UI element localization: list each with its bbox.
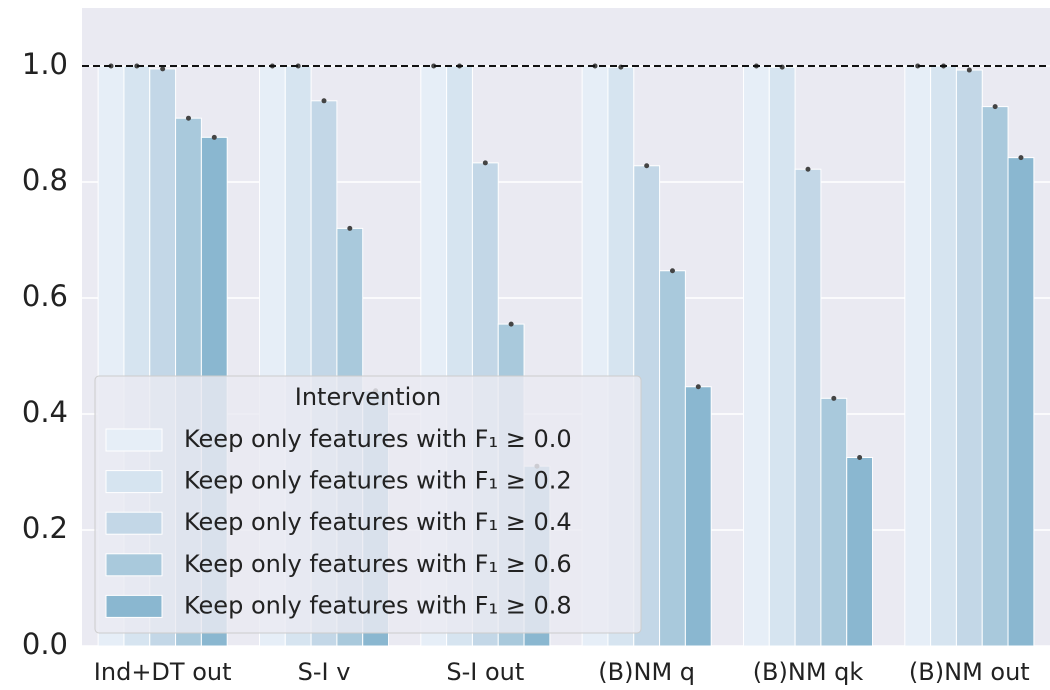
bar (768, 66, 796, 647)
bar (794, 168, 822, 647)
legend-label: Keep only features with F₁ ≥ 0.8 (184, 591, 572, 619)
error-dot (992, 104, 998, 110)
error-dot (695, 384, 701, 390)
y-tick-label: 0.6 (22, 279, 68, 313)
error-dot (966, 67, 972, 73)
bar (846, 457, 874, 647)
x-tick-label: S-I out (446, 658, 524, 686)
x-tick-label: (B)NM qk (753, 658, 864, 686)
error-dot (134, 63, 140, 69)
bar (981, 106, 1009, 647)
x-tick-label: (B)NM out (909, 658, 1030, 686)
error-dot (508, 321, 514, 327)
legend-swatch (105, 428, 163, 452)
bar (904, 65, 932, 647)
legend-swatch (105, 470, 163, 494)
error-dot (160, 66, 166, 72)
error-dot (431, 63, 437, 69)
bar (659, 270, 686, 647)
bar (684, 386, 712, 647)
error-dot (644, 163, 650, 169)
x-tick-label: (B)NM q (598, 658, 695, 686)
y-tick-label: 0.4 (22, 395, 68, 429)
error-dot (108, 63, 114, 69)
error-dot (857, 455, 863, 460)
error-dot (295, 63, 301, 69)
error-dot (915, 63, 921, 69)
error-dot (805, 166, 811, 172)
error-dot (482, 160, 488, 166)
x-tick-label: Ind+DT out (94, 658, 232, 686)
y-tick-label: 0.2 (22, 511, 68, 545)
bar (820, 397, 848, 647)
legend-swatch (105, 594, 163, 618)
legend-label: Keep only features with F₁ ≥ 0.6 (184, 550, 572, 578)
bar (1007, 157, 1035, 647)
error-dot (669, 268, 675, 274)
legend-label: Keep only features with F₁ ≥ 0.4 (184, 508, 572, 536)
x-tick-label: S-I v (298, 658, 351, 686)
legend: Intervention Keep only features with F₁ ≥… (94, 375, 642, 634)
error-dot (347, 225, 353, 231)
legend-label: Keep only features with F₁ ≥ 0.0 (184, 425, 572, 453)
y-tick-label: 0.0 (22, 627, 68, 661)
legend-label: Keep only features with F₁ ≥ 0.2 (184, 467, 572, 495)
error-dot (185, 115, 191, 121)
legend-swatch (105, 553, 163, 577)
error-dot (831, 395, 837, 401)
bar (930, 65, 957, 647)
error-dot (321, 98, 327, 104)
y-tick-label: 0.8 (22, 163, 68, 197)
bar (955, 69, 983, 647)
error-dot (592, 63, 598, 69)
y-tick-label: 1.0 (22, 47, 68, 81)
legend-box (94, 375, 642, 634)
error-dot (1018, 155, 1024, 161)
legend-title: Intervention (295, 383, 441, 411)
bar (742, 65, 770, 647)
error-dot (211, 134, 217, 140)
legend-swatch (105, 511, 163, 535)
